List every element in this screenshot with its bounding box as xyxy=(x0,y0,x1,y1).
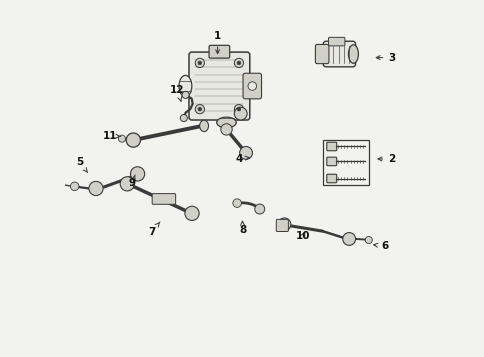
Text: 6: 6 xyxy=(373,241,388,251)
FancyBboxPatch shape xyxy=(326,174,336,183)
Text: 3: 3 xyxy=(376,52,394,62)
FancyBboxPatch shape xyxy=(315,44,328,64)
Text: 1: 1 xyxy=(213,31,221,54)
Text: 9: 9 xyxy=(128,175,136,188)
Circle shape xyxy=(182,91,189,99)
Ellipse shape xyxy=(216,117,236,128)
FancyBboxPatch shape xyxy=(276,220,288,231)
FancyBboxPatch shape xyxy=(189,52,249,120)
Circle shape xyxy=(220,124,232,135)
Circle shape xyxy=(277,218,290,231)
Circle shape xyxy=(237,107,240,111)
Circle shape xyxy=(342,232,355,245)
FancyBboxPatch shape xyxy=(209,45,229,58)
Circle shape xyxy=(130,167,144,181)
Circle shape xyxy=(118,135,125,142)
Circle shape xyxy=(237,61,240,65)
Text: 12: 12 xyxy=(170,85,184,101)
Circle shape xyxy=(254,204,264,214)
FancyBboxPatch shape xyxy=(326,157,336,166)
FancyBboxPatch shape xyxy=(326,142,336,151)
Circle shape xyxy=(184,206,199,221)
Circle shape xyxy=(126,133,140,147)
Circle shape xyxy=(89,181,103,196)
Circle shape xyxy=(70,182,79,191)
Circle shape xyxy=(247,82,256,90)
Text: 4: 4 xyxy=(235,154,249,164)
Circle shape xyxy=(120,177,134,191)
Circle shape xyxy=(234,58,243,67)
Circle shape xyxy=(197,61,201,65)
FancyBboxPatch shape xyxy=(242,73,261,99)
Text: 5: 5 xyxy=(76,157,88,172)
Bar xyxy=(322,140,368,185)
Text: 8: 8 xyxy=(239,221,245,235)
FancyBboxPatch shape xyxy=(328,37,344,46)
Circle shape xyxy=(232,199,241,207)
Circle shape xyxy=(197,107,201,111)
Circle shape xyxy=(234,105,243,114)
Circle shape xyxy=(364,236,372,243)
Ellipse shape xyxy=(199,120,208,132)
Circle shape xyxy=(234,107,247,120)
Ellipse shape xyxy=(348,45,358,63)
Circle shape xyxy=(180,115,187,122)
Text: 11: 11 xyxy=(103,131,120,141)
Circle shape xyxy=(239,146,252,159)
Text: 7: 7 xyxy=(148,222,160,237)
Circle shape xyxy=(195,105,204,114)
Circle shape xyxy=(195,58,204,67)
FancyBboxPatch shape xyxy=(152,193,175,204)
Text: 10: 10 xyxy=(295,231,310,241)
FancyBboxPatch shape xyxy=(322,41,355,67)
Text: 2: 2 xyxy=(377,154,394,164)
Ellipse shape xyxy=(179,75,192,97)
